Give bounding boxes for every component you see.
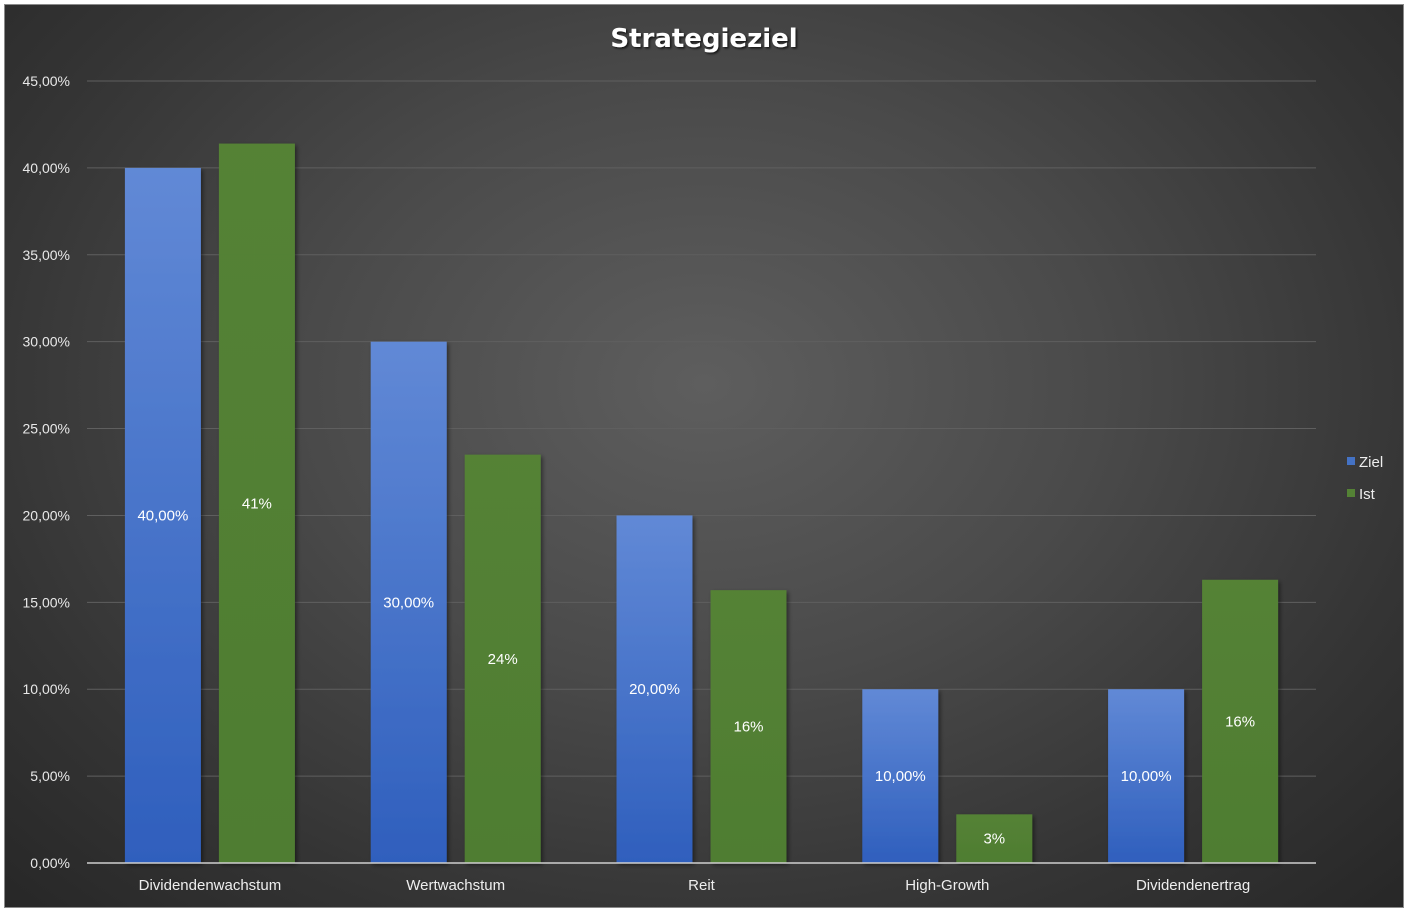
bar-ziel [124,167,201,863]
x-tick-label: Wertwachstum [406,877,505,894]
data-label: 40,00% [137,507,188,524]
y-axis-tick-labels: 0,00% 5,00% 10,00% 15,00% 20,00% 25,00% 30,00%… [23,73,70,871]
bar-ist [464,454,541,863]
data-label: 30,00% [383,594,434,611]
x-tick-label: Reit [688,877,716,894]
chart-title: Strategieziel [610,24,797,54]
legend-swatch [1347,457,1355,465]
data-label: 10,00% [1121,768,1172,785]
bars [124,143,1279,864]
bar-ist [956,814,1033,863]
data-label: 16% [1225,713,1255,730]
bar-ziel [370,341,447,864]
y-tick-label: 0,00% [30,855,70,871]
data-label: 41% [242,495,272,512]
y-tick-label: 15,00% [23,594,70,610]
legend-label: Ziel [1359,454,1383,471]
y-tick-label: 35,00% [23,247,70,263]
bar-ziel [1108,689,1185,863]
bar-ziel [616,515,693,863]
y-tick-label: 40,00% [23,160,70,176]
y-tick-label: 30,00% [23,334,70,350]
data-label: 24% [488,651,518,668]
legend-label: Ist [1359,486,1376,503]
data-label: 3% [983,831,1005,848]
y-tick-label: 20,00% [23,507,70,523]
y-tick-label: 5,00% [30,768,70,784]
x-tick-label: High-Growth [905,877,989,894]
bar-ist [710,590,787,863]
data-label: 10,00% [875,768,926,785]
bar-chart: Strategieziel 0,00% 5,00% 10,00% 15,00% 20,0… [23,24,1384,894]
y-tick-label: 25,00% [23,421,70,437]
legend-swatch [1347,489,1355,497]
y-tick-label: 10,00% [23,681,70,697]
data-labels: 40,00% 41% 30,00% 24% 20,00% 16% 10,00% 3% 10,00… [137,495,1255,847]
x-axis: Dividendenwachstum Wertwachstum Reit High-G… [87,862,1316,894]
bar-ziel [862,689,939,863]
x-tick-label: Dividendenwachstum [139,877,282,894]
x-tick-label: Dividendenertrag [1136,877,1250,894]
chart-frame: Strategieziel 0,00% 5,00% 10,00% 15,00% 20,0… [4,4,1404,908]
y-tick-label: 45,00% [23,73,70,89]
bar-ist [1202,579,1279,863]
data-label: 20,00% [629,681,680,698]
data-label: 16% [733,719,763,736]
legend: Ziel Ist [1347,454,1383,503]
bar-ist [218,143,295,863]
